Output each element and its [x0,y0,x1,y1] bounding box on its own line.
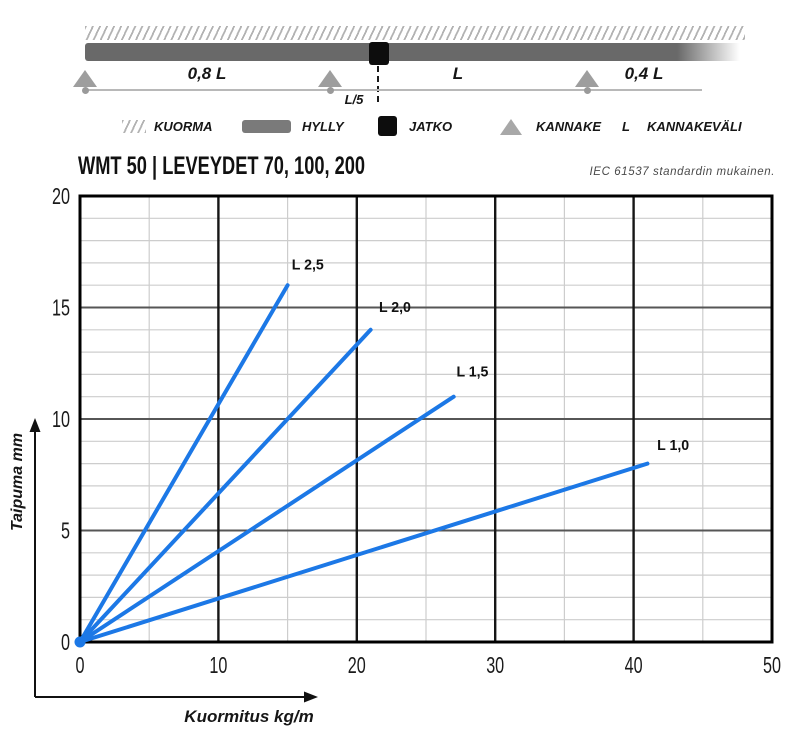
shelf-beam [85,43,743,61]
legend-label-kannakevali: KANNAKEVÄLI [647,119,742,134]
dimension-dot [326,86,334,94]
support-triangle-icon [73,70,97,87]
svg-text:40: 40 [625,652,643,678]
y-axis-arrowhead-icon [29,418,41,432]
x-axis-arrowhead-icon [304,691,318,703]
chart-generated-content: L 2,5 L 2,0 L 1,5 L 1,0 0 10 20 30 40 50 0 5 10 15 20 [52,183,781,678]
joint-icon [378,116,397,136]
span-label-right: 0,4 L [624,64,664,83]
svg-text:20: 20 [348,652,366,678]
legend-label-hylly: HYLLY [302,119,344,134]
svg-text:L 2,5: L 2,5 [292,257,324,274]
joint-square [369,42,389,65]
svg-text:15: 15 [52,295,70,321]
x-axis-title: Kuormitus kg/m [184,707,313,726]
svg-text:5: 5 [61,518,70,544]
legend-symbol-L: L [622,119,630,134]
svg-text:20: 20 [52,183,70,209]
legend-label-jatko: JATKO [409,119,453,134]
dimension-line [85,89,702,91]
svg-text:10: 10 [52,406,70,432]
dimension-dot [81,86,89,94]
page-title: WMT 50 | LEVEYDET 70, 100, 200 [78,152,366,180]
svg-text:10: 10 [209,652,227,678]
legend-label-kannake: KANNAKE [536,119,601,134]
legend-label-kuorma: KUORMA [154,119,213,134]
dimension-dot [583,86,591,94]
svg-text:50: 50 [763,652,781,678]
load-hatch-icon [122,120,146,133]
joint-dashed-line [377,66,379,102]
svg-text:L 1,0: L 1,0 [657,437,689,454]
span-label-middle: L [452,64,464,83]
svg-text:30: 30 [486,652,504,678]
support-triangle-icon [318,70,342,87]
standard-note: IEC 61537 standardin mukainen. [589,166,775,178]
span-label-left: 0,8 L [187,64,227,83]
svg-text:L 2,0: L 2,0 [379,299,411,316]
support-icon [500,119,522,135]
y-axis-title: Taipuma mm [9,433,26,531]
load-hatch [85,26,745,40]
svg-text:0: 0 [76,652,85,678]
shelf-icon [242,120,291,133]
svg-text:0: 0 [61,629,70,655]
support-triangle-icon [575,70,599,87]
joint-offset-label: L/5 [344,92,364,107]
svg-text:L 1,5: L 1,5 [456,364,488,381]
deflection-chart: L 2,5L 2,0L 1,5L 1,00 10 20 30 40 5005101520 … [9,183,781,726]
